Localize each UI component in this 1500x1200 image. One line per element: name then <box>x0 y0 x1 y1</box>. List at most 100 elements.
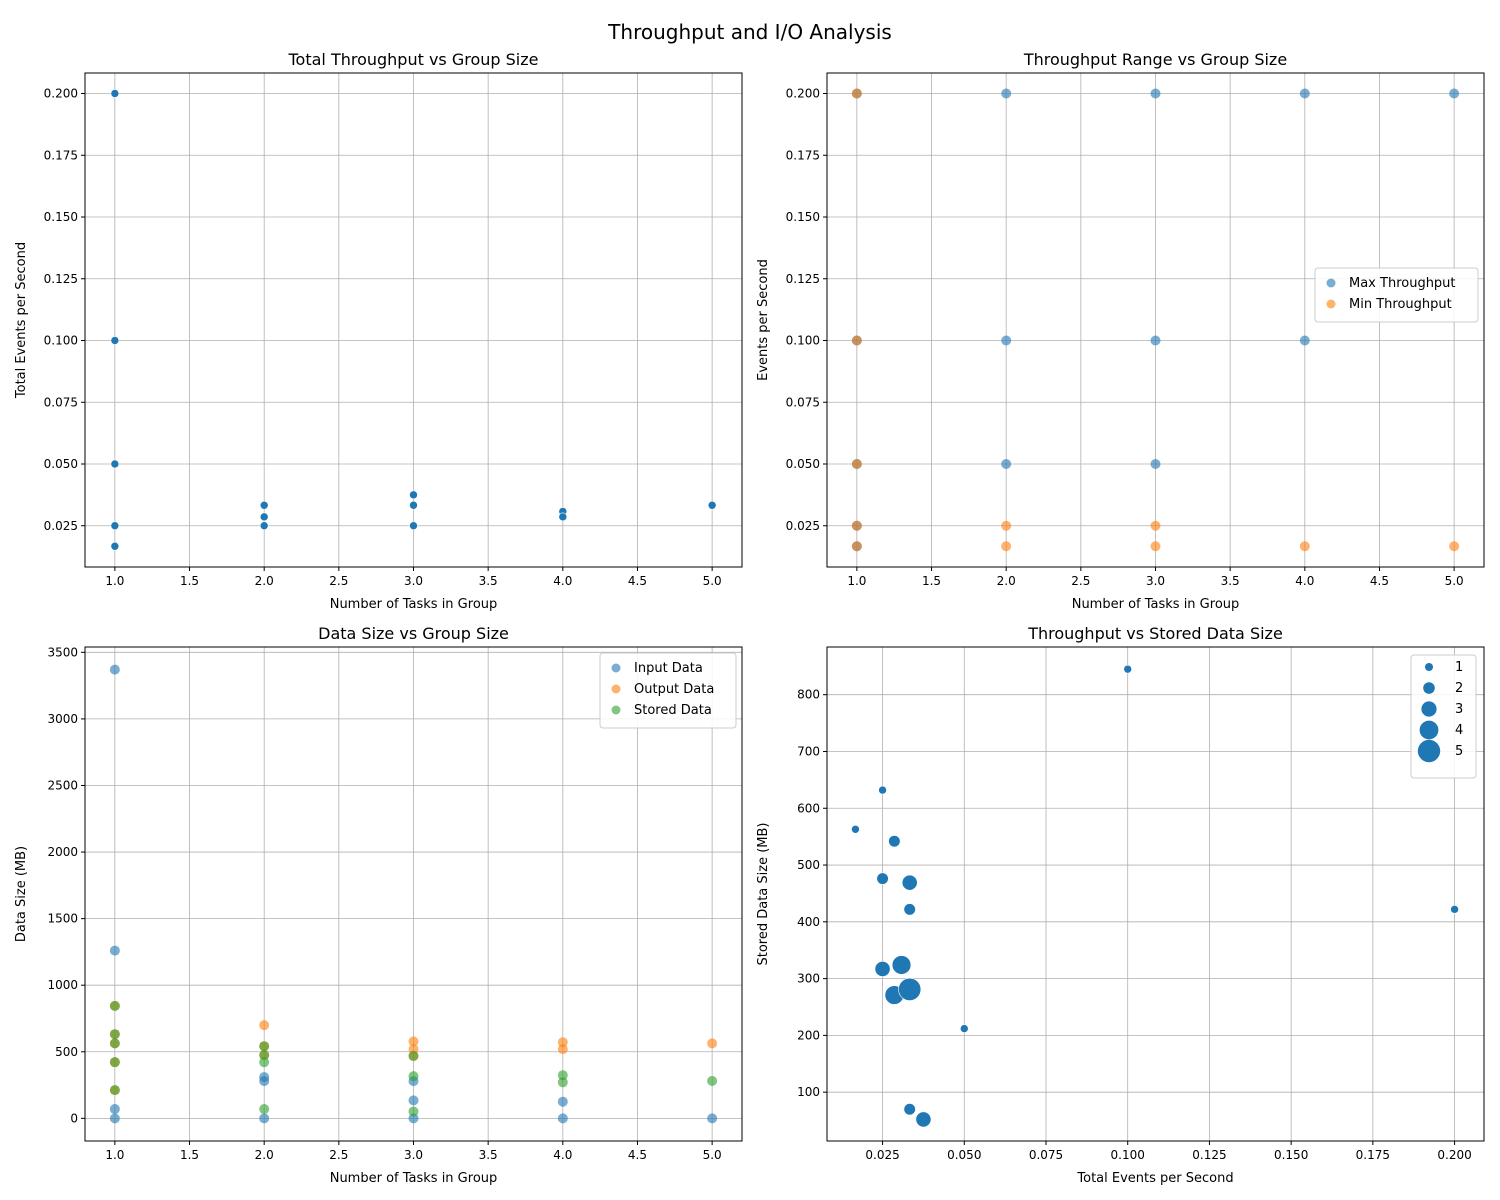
data-point <box>707 1075 718 1086</box>
y-axis-label: Total Events per Second <box>14 242 29 399</box>
data-point <box>408 1106 419 1117</box>
x-tick-label: 1.0 <box>105 1148 124 1162</box>
y-tick-label: 800 <box>797 688 820 702</box>
data-point <box>915 1111 932 1128</box>
data-point <box>876 872 889 885</box>
y-tick-label: 1000 <box>47 978 78 992</box>
legend-label: Output Data <box>634 682 714 697</box>
data-point <box>1299 335 1310 346</box>
x-tick-label: 0.125 <box>1192 1148 1226 1162</box>
x-axis-label: Number of Tasks in Group <box>1072 597 1240 612</box>
y-tick-label: 0.125 <box>786 272 820 286</box>
x-tick-label: 3.0 <box>404 1148 423 1162</box>
x-tick-label: 0.075 <box>1029 1148 1063 1162</box>
data-point <box>109 1000 120 1011</box>
data-point <box>109 1085 120 1096</box>
data-point <box>1150 541 1161 552</box>
data-point <box>1001 459 1012 470</box>
legend-label: 4 <box>1455 723 1463 738</box>
x-tick-label: 2.5 <box>329 1148 348 1162</box>
panel-throughput-vs-stored: 0.025 0.050 0.075 0.100 0.125 0.150 0.175 0.200… <box>756 624 1485 1186</box>
data-point <box>557 1037 568 1048</box>
data-point <box>109 1104 120 1115</box>
data-point <box>259 521 269 531</box>
y-axis-label: Data Size (MB) <box>14 846 29 942</box>
data-point <box>408 1113 419 1124</box>
data-point <box>408 1036 419 1047</box>
x-tick-label: 0.100 <box>1111 1148 1145 1162</box>
x-tick-label: 4.5 <box>628 574 647 588</box>
x-tick-label: 0.175 <box>1356 1148 1390 1162</box>
y-tick-label: 0.050 <box>44 457 78 471</box>
data-point <box>903 903 916 916</box>
data-point <box>259 1104 270 1115</box>
data-point <box>898 977 922 1001</box>
x-tick-label: 4.0 <box>553 574 572 588</box>
y-tick-label: 0 <box>70 1111 78 1125</box>
x-tick-label: 3.5 <box>479 574 498 588</box>
y-tick-label: 0.150 <box>44 210 78 224</box>
legend-marker <box>1326 278 1336 288</box>
legend-marker <box>611 684 621 694</box>
x-tick-label: 3.5 <box>1221 574 1240 588</box>
data-point <box>408 1050 419 1061</box>
legend-marker <box>1326 299 1336 309</box>
data-point <box>891 955 912 975</box>
x-tick-label: 5.0 <box>703 574 722 588</box>
panel-throughput-range: 1.0 1.5 2.0 2.5 3.0 3.5 4.0 4.5 5.0 0.025 0.050 0.0… <box>756 50 1485 612</box>
data-point <box>557 1044 568 1055</box>
x-tick-label: 1.5 <box>180 1148 199 1162</box>
x-tick-label: 4.0 <box>1295 574 1314 588</box>
legend-box <box>599 652 737 729</box>
x-tick-label: 0.025 <box>865 1148 899 1162</box>
y-tick-label: 2000 <box>47 845 78 859</box>
y-tick-label: 0.175 <box>786 148 820 162</box>
data-point <box>259 512 269 522</box>
data-point <box>1001 88 1012 99</box>
data-point <box>409 500 418 510</box>
x-tick-label: 5.0 <box>703 1148 722 1162</box>
legend-marker <box>611 705 621 715</box>
data-point <box>851 824 860 834</box>
data-point <box>1150 520 1161 531</box>
x-tick-label: 4.5 <box>1370 574 1389 588</box>
data-point <box>557 1070 568 1081</box>
legend-marker <box>1421 701 1437 717</box>
data-point <box>557 1096 568 1107</box>
data-point <box>110 521 120 531</box>
data-point <box>1001 335 1012 346</box>
data-point <box>1001 541 1012 552</box>
y-tick-label: 400 <box>797 915 820 929</box>
y-tick-label: 0.100 <box>786 334 820 348</box>
y-tick-label: 200 <box>797 1028 820 1042</box>
data-point <box>109 1057 120 1068</box>
x-axis-label: Total Events per Second <box>1076 1171 1233 1186</box>
data-point <box>110 459 120 469</box>
data-point <box>1299 88 1310 99</box>
legend-label: 5 <box>1455 744 1463 759</box>
legend-box <box>1314 267 1479 323</box>
data-point <box>110 89 120 98</box>
legend-marker <box>1417 739 1441 763</box>
x-tick-label: 5.0 <box>1445 574 1464 588</box>
data-point <box>707 1113 718 1124</box>
x-tick-label: 2.5 <box>1071 574 1090 588</box>
data-point <box>557 1077 568 1088</box>
legend-marker <box>1419 720 1439 740</box>
legend-label: 3 <box>1455 702 1463 717</box>
y-tick-label: 0.075 <box>786 395 820 409</box>
y-tick-label: 0.175 <box>44 148 78 162</box>
data-point <box>557 1113 568 1124</box>
x-tick-label: 1.5 <box>180 574 199 588</box>
panel-total-throughput: 1.0 1.5 2.0 2.5 3.0 3.5 4.0 4.5 5.0 0.025 0.050 0.0… <box>14 50 743 612</box>
y-tick-label: 300 <box>797 972 820 986</box>
y-tick-label: 0.025 <box>44 519 78 533</box>
data-point <box>851 459 862 470</box>
x-tick-label: 4.0 <box>553 1148 572 1162</box>
data-point <box>1450 905 1459 914</box>
x-tick-label: 2.0 <box>255 574 274 588</box>
y-tick-label: 0.200 <box>786 87 820 101</box>
y-tick-label: 100 <box>797 1085 820 1099</box>
data-point <box>259 1041 270 1052</box>
